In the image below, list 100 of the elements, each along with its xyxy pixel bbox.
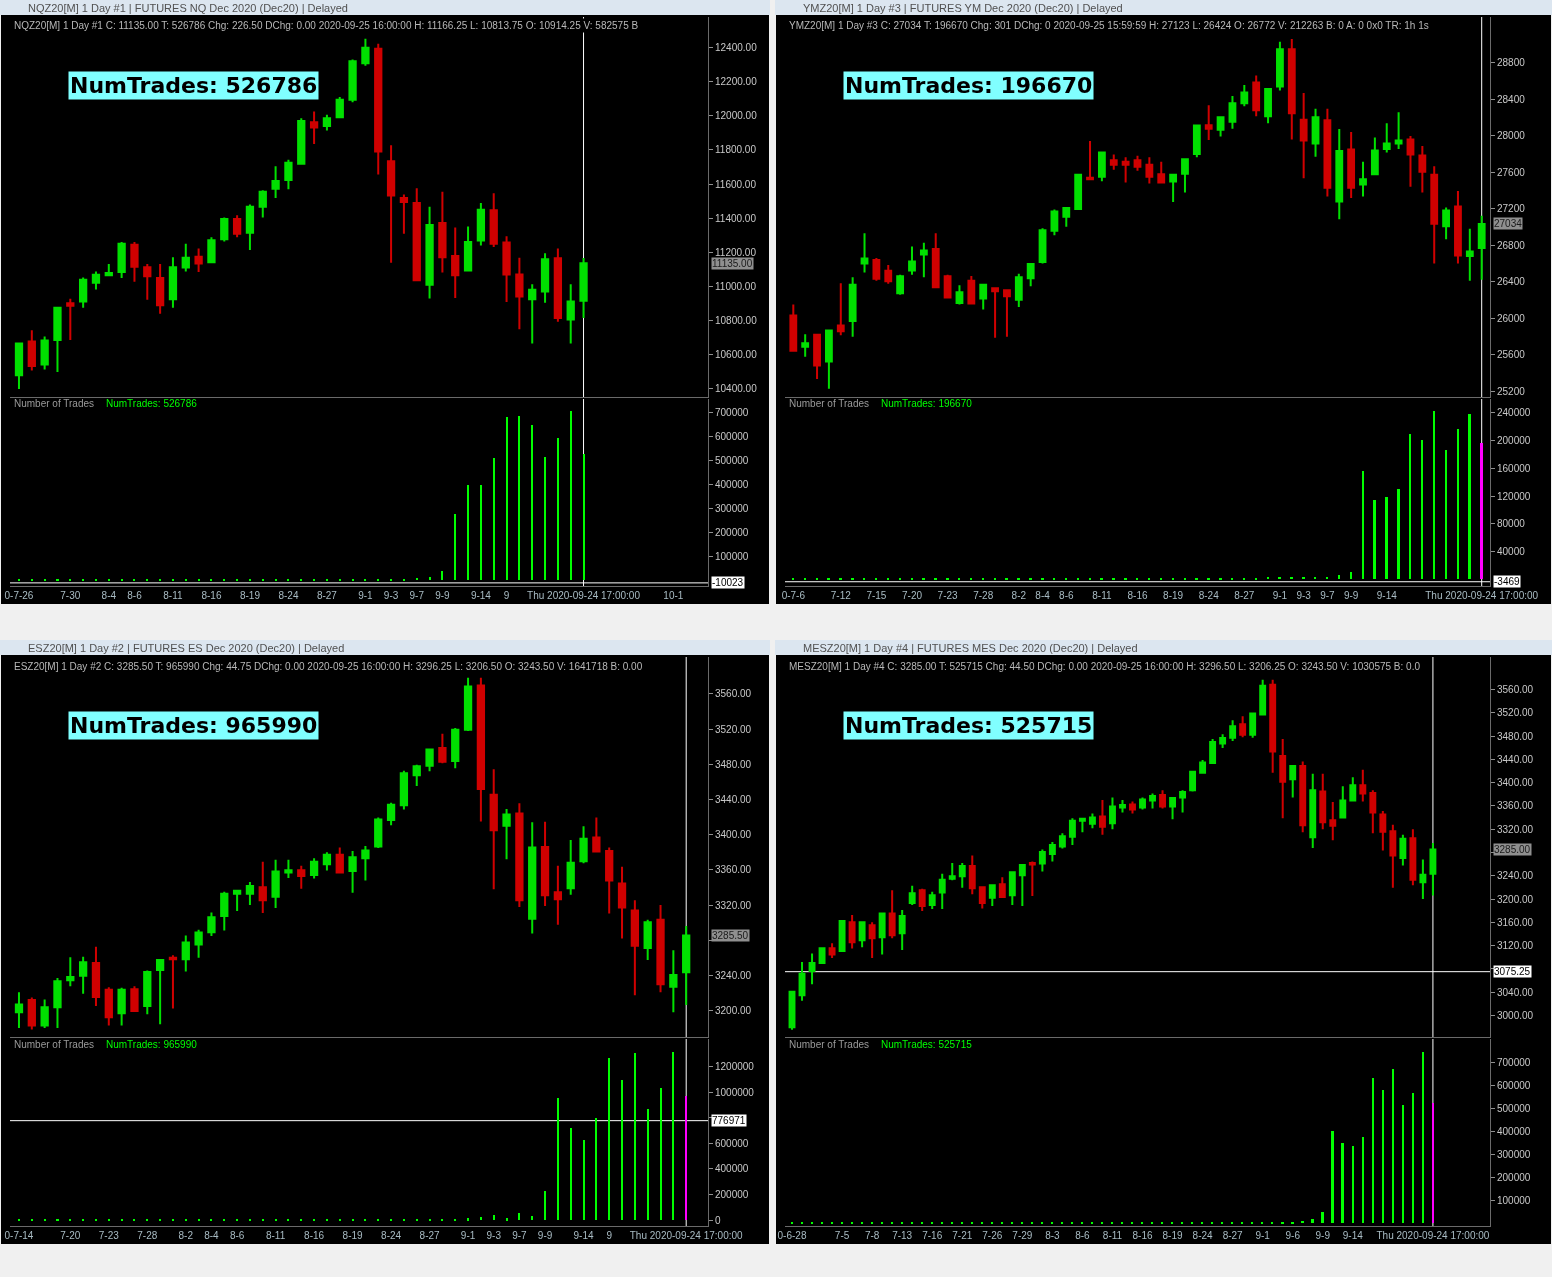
x-tick-label: 9-9 (435, 590, 451, 601)
y-tick-label: 26800 (1497, 239, 1526, 251)
x-tick-label: 8-11 (1092, 590, 1112, 601)
x-tick-label: 9-9 (1315, 1230, 1331, 1241)
x-tick-label: 9-14 (1342, 1230, 1364, 1241)
chart-title: NQZ20[M] 1 Day #1 | FUTURES NQ Dec 2020 (Dec20) | Delayed (28, 2, 348, 14)
y-tick-label: 12000.00 (715, 110, 758, 122)
ref-line-label: 776971 (712, 1115, 746, 1126)
x-tick-label: 9 (606, 1230, 613, 1241)
x-tick-label: 8-4 (1035, 590, 1051, 601)
x-tick-label: 10-1 (663, 590, 684, 601)
y-tick-label: 10400.00 (715, 382, 758, 394)
y-tick-label: 3320.00 (1497, 823, 1534, 835)
x-tick-label: 7-20 (60, 1230, 81, 1241)
x-tick-label: 7-12 (830, 590, 852, 601)
x-tick-label: 7-15 (866, 590, 887, 601)
x-tick-label: 8-16 (1127, 590, 1148, 601)
y-tick-label: 100000 (715, 551, 749, 563)
x-tick-label: 9-9 (537, 1230, 553, 1241)
x-tick-label: 7-28 (137, 1230, 158, 1241)
y-tick-label: 10800.00 (715, 314, 758, 326)
annotation: NumTrades: 965990 (106, 1039, 198, 1050)
annotation: NumTrades: 525715 (845, 713, 1093, 738)
y-tick-label: 700000 (715, 407, 749, 419)
x-tick-label: 8-2 (1011, 590, 1027, 601)
x-tick-label: 8-4 (204, 1230, 220, 1241)
text: 3285.50 (712, 930, 749, 941)
x-tick-label: 8-27 (1234, 590, 1255, 601)
x-tick-label: 8-6 (1075, 1230, 1091, 1241)
x-tick-label: 8-27 (316, 590, 338, 601)
y-tick-label: 25600 (1497, 349, 1526, 361)
x-tick-label: 0-7-6 (781, 590, 806, 601)
annotation: NumTrades: 965990 (70, 713, 318, 738)
x-tick-label: Thu 2020-09-24 17:00:00 (527, 590, 641, 601)
x-tick-label: 8-16 (304, 1230, 325, 1241)
x-tick-label: 8-16 (1132, 1230, 1153, 1241)
x-tick-label: 8-11 (1102, 1230, 1123, 1241)
y-tick-label: 600000 (715, 1137, 749, 1149)
y-tick-label: 1000000 (715, 1086, 755, 1098)
text: 3285.00 (1494, 844, 1531, 855)
x-tick-label: 9-7 (409, 590, 425, 601)
y-tick-label: 10600.00 (715, 348, 758, 360)
y-tick-label: 3480.00 (715, 758, 752, 770)
chart-subtitle: ESZ20[M] 1 Day #2 C: 3285.50 T: 965990 Chg: 44.75 DChg: 0.00 2020-09-25 16:00:00 H: 3296.25 L: 3206.50 O: 3243.50 V: 1641718 B: 0.00 (14, 661, 643, 672)
x-tick-label: 9-3 (383, 590, 399, 601)
y-tick-label: 3040.00 (1497, 986, 1534, 998)
x-tick-label: 7-29 (1012, 1230, 1033, 1241)
y-tick-label: 240000 (1497, 407, 1531, 419)
y-tick-label: 26400 (1497, 276, 1526, 288)
x-tick-label: Thu 2020-09-24 17:00:00 (1425, 590, 1539, 601)
x-tick-label: 7-26 (982, 1230, 1003, 1241)
y-tick-label: 12200.00 (715, 76, 758, 88)
y-tick-label: 120000 (1497, 490, 1531, 502)
x-tick-label: 9-9 (1343, 590, 1359, 601)
ref-line-label: 3075.25 (1494, 966, 1531, 977)
x-tick-label: 7-5 (834, 1230, 850, 1241)
y-tick-label: 3480.00 (1497, 730, 1534, 742)
y-tick-label: 27600 (1497, 166, 1526, 178)
y-tick-label: 3440.00 (1497, 753, 1534, 765)
y-tick-label: 400000 (715, 479, 749, 491)
x-tick-label: 9-1 (1255, 1230, 1271, 1241)
annotation: Number of Trades (789, 1039, 870, 1050)
y-tick-label: 3520.00 (1497, 707, 1534, 719)
text: 27034 (1494, 218, 1523, 229)
annotation: Number of Trades (14, 1039, 95, 1050)
y-tick-label: 11200.00 (715, 246, 757, 258)
x-tick-label: 0-6-28 (777, 1230, 807, 1241)
y-tick-label: 600000 (1497, 1080, 1531, 1092)
y-tick-label: 11600.00 (715, 178, 757, 190)
y-tick-label: 700000 (1497, 1057, 1531, 1069)
y-tick-label: 25200 (1497, 386, 1526, 398)
chart-subtitle: YMZ20[M] 1 Day #3 C: 27034 T: 196670 Chg: 301 DChg: 0 2020-09-25 15:59:59 H: 27123 L: 26424 O: 26772 V: 212263 B: 0 A: 0 0x0 TR: 1h 1s (789, 20, 1429, 31)
y-tick-label: 500000 (715, 455, 749, 467)
x-tick-label: 8-19 (239, 590, 261, 601)
y-tick-label: 400000 (715, 1163, 749, 1175)
annotation: Number of Trades (789, 398, 870, 409)
y-tick-label: 12400.00 (715, 42, 758, 54)
x-tick-label: 9-1 (1272, 590, 1288, 601)
x-tick-label: 8-24 (1198, 590, 1220, 601)
x-tick-label: 8-16 (201, 590, 222, 601)
x-tick-label: 9-6 (1285, 1230, 1301, 1241)
y-tick-label: 3560.00 (715, 688, 752, 700)
y-tick-label: 500000 (1497, 1103, 1531, 1115)
x-tick-label: 7-8 (864, 1230, 880, 1241)
y-tick-label: 3360.00 (1497, 800, 1534, 812)
ref-line-label: -10023 (712, 577, 744, 588)
text: 11135.00 (712, 258, 753, 269)
annotation: NumTrades: 526786 (70, 73, 318, 98)
x-tick-label: 7-21 (952, 1230, 973, 1241)
x-tick-label: Thu 2020-09-24 17:00:00 (629, 1230, 744, 1241)
chart-title: YMZ20[M] 1 Day #3 | FUTURES YM Dec 2020 (Dec20) | Delayed (803, 2, 1123, 14)
annotation: NumTrades: 196670 (845, 73, 1093, 98)
y-tick-label: 1200000 (715, 1061, 755, 1073)
y-tick-label: 3240.00 (1497, 870, 1534, 882)
x-tick-label: 7-23 (98, 1230, 120, 1241)
x-tick-label: 7-13 (892, 1230, 913, 1241)
x-tick-label: 7-20 (901, 590, 923, 601)
x-tick-label: 8-6 (229, 1230, 245, 1241)
x-tick-label: 8-4 (101, 590, 117, 601)
x-tick-label: 9-14 (470, 590, 492, 601)
